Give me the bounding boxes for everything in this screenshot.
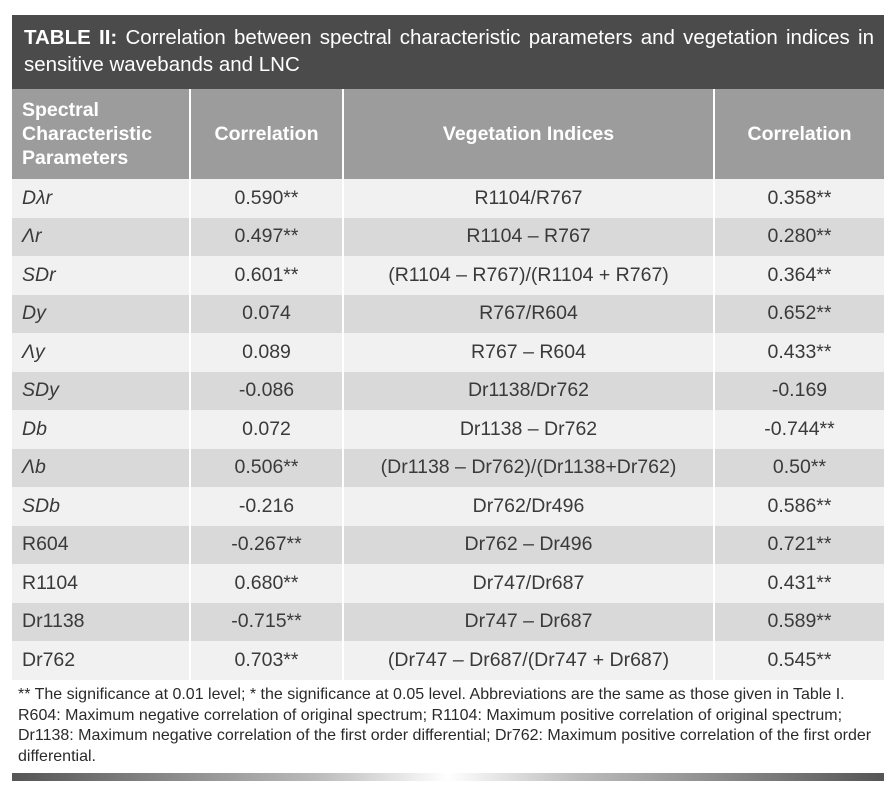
param-cell: Db bbox=[12, 410, 190, 449]
param-cell: SDy bbox=[12, 371, 190, 410]
header-row: Spectral Characteristic Parameters Corre… bbox=[12, 89, 884, 179]
table-row: SDy -0.086 Dr1138/Dr762 -0.169 bbox=[12, 371, 884, 410]
vegetation-index-cell: R1104/R767 bbox=[342, 179, 714, 218]
correlation-2-cell: 0.431** bbox=[713, 564, 884, 603]
vegetation-index-cell: R1104 – R767 bbox=[342, 217, 714, 256]
table-row: SDr 0.601** (R1104 – R767)/(R1104 + R767) 0… bbox=[12, 256, 884, 295]
table-row: Dr1138 -0.715** Dr747 – Dr687 0.589** bbox=[12, 602, 884, 641]
header-vegetation-indices: Vegetation Indices bbox=[342, 89, 714, 179]
table-row: Λy 0.089 R767 – R604 0.433** bbox=[12, 333, 884, 372]
correlation-2-cell: 0.589** bbox=[713, 602, 884, 641]
correlation-1-cell: 0.506** bbox=[189, 448, 343, 487]
table-caption: TABLE II: Correlation between spectral c… bbox=[12, 15, 884, 89]
param-cell: Dy bbox=[12, 294, 190, 333]
table-row: Λr 0.497** R1104 – R767 0.280** bbox=[12, 217, 884, 256]
vegetation-index-cell: Dr747/Dr687 bbox=[342, 564, 714, 603]
correlation-1-cell: 0.089 bbox=[189, 333, 343, 372]
table-caption-text: Correlation between spectral characteris… bbox=[24, 26, 874, 76]
param-cell: SDb bbox=[12, 487, 190, 526]
table-row: SDb -0.216 Dr762/Dr496 0.586** bbox=[12, 487, 884, 526]
vegetation-index-cell: Dr1138/Dr762 bbox=[342, 371, 714, 410]
correlation-2-cell: 0.652** bbox=[713, 294, 884, 333]
correlation-1-cell: 0.590** bbox=[189, 179, 343, 218]
vegetation-index-cell: R767/R604 bbox=[342, 294, 714, 333]
table-row: R1104 0.680** Dr747/Dr687 0.431** bbox=[12, 564, 884, 603]
table-row: Λb 0.506** (Dr1138 – Dr762)/(Dr1138+Dr762)… bbox=[12, 448, 884, 487]
correlation-1-cell: -0.086 bbox=[189, 371, 343, 410]
correlation-1-cell: 0.497** bbox=[189, 217, 343, 256]
param-cell: Dr762 bbox=[12, 641, 190, 680]
header-correlation-2: Correlation bbox=[713, 89, 884, 179]
param-cell: Λy bbox=[12, 333, 190, 372]
vegetation-index-cell: Dr747 – Dr687 bbox=[342, 602, 714, 641]
correlation-1-cell: 0.072 bbox=[189, 410, 343, 449]
correlation-table: Spectral Characteristic Parameters Corre… bbox=[12, 89, 884, 680]
correlation-2-cell: 0.364** bbox=[713, 256, 884, 295]
table-row: Dy 0.074 R767/R604 0.652** bbox=[12, 294, 884, 333]
vegetation-index-cell: Dr762/Dr496 bbox=[342, 487, 714, 526]
correlation-2-cell: 0.50** bbox=[713, 448, 884, 487]
correlation-2-cell: -0.169 bbox=[713, 371, 884, 410]
param-cell: Dr1138 bbox=[12, 602, 190, 641]
vegetation-index-cell: Dr762 – Dr496 bbox=[342, 525, 714, 564]
vegetation-index-cell: (R1104 – R767)/(R1104 + R767) bbox=[342, 256, 714, 295]
correlation-2-cell: 0.586** bbox=[713, 487, 884, 526]
correlation-2-cell: 0.358** bbox=[713, 179, 884, 218]
vegetation-index-cell: R767 – R604 bbox=[342, 333, 714, 372]
table-container: TABLE II: Correlation between spectral c… bbox=[12, 15, 884, 680]
correlation-1-cell: 0.601** bbox=[189, 256, 343, 295]
correlation-1-cell: 0.074 bbox=[189, 294, 343, 333]
footnote: ** The significance at 0.01 level; * the… bbox=[18, 686, 872, 765]
param-cell: R604 bbox=[12, 525, 190, 564]
table-row: Dr762 0.703** (Dr747 – Dr687/(Dr747 + Dr68… bbox=[12, 641, 884, 680]
header-correlation-1: Correlation bbox=[189, 89, 343, 179]
vegetation-index-cell: (Dr1138 – Dr762)/(Dr1138+Dr762) bbox=[342, 448, 714, 487]
correlation-2-cell: 0.280** bbox=[713, 217, 884, 256]
table-label: TABLE II: bbox=[24, 26, 118, 49]
table-row: Dλr 0.590** R1104/R767 0.358** bbox=[12, 179, 884, 218]
param-cell: Dλr bbox=[12, 179, 190, 218]
param-cell: SDr bbox=[12, 256, 190, 295]
correlation-2-cell: 0.721** bbox=[713, 525, 884, 564]
correlation-1-cell: -0.216 bbox=[189, 487, 343, 526]
vegetation-index-cell: (Dr747 – Dr687/(Dr747 + Dr687) bbox=[342, 641, 714, 680]
correlation-2-cell: -0.744** bbox=[713, 410, 884, 449]
correlation-1-cell: -0.715** bbox=[189, 602, 343, 641]
param-cell: Λr bbox=[12, 217, 190, 256]
correlation-2-cell: 0.433** bbox=[713, 333, 884, 372]
header-spectral-parameters: Spectral Characteristic Parameters bbox=[12, 89, 190, 179]
param-cell: Λb bbox=[12, 448, 190, 487]
param-cell: R1104 bbox=[12, 564, 190, 603]
correlation-1-cell: 0.680** bbox=[189, 564, 343, 603]
table-row: R604 -0.267** Dr762 – Dr496 0.721** bbox=[12, 525, 884, 564]
vegetation-index-cell: Dr1138 – Dr762 bbox=[342, 410, 714, 449]
correlation-1-cell: -0.267** bbox=[189, 525, 343, 564]
table-row: Db 0.072 Dr1138 – Dr762 -0.744** bbox=[12, 410, 884, 449]
correlation-1-cell: 0.703** bbox=[189, 641, 343, 680]
decorative-gradient-bar bbox=[12, 773, 884, 781]
correlation-2-cell: 0.545** bbox=[713, 641, 884, 680]
